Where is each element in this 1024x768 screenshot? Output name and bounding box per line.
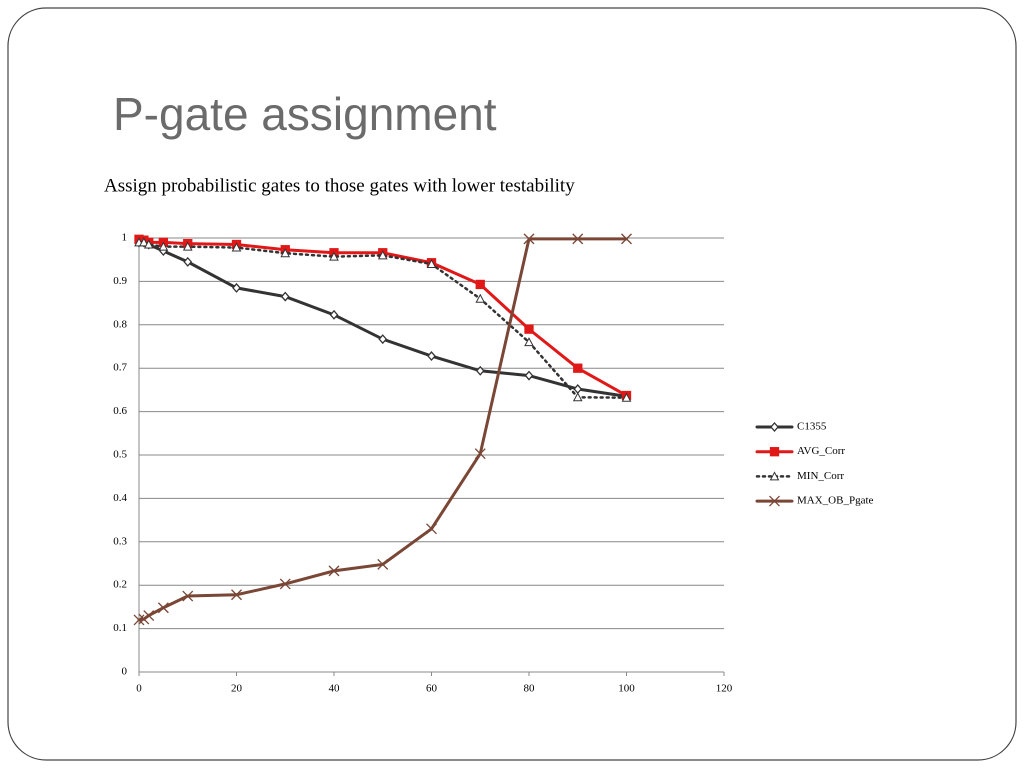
y-tick-label: 0.9: [113, 275, 127, 287]
point: [573, 363, 583, 373]
point: [158, 241, 169, 251]
x-tick-label: 40: [329, 683, 341, 695]
point: [182, 590, 194, 602]
y-tick-label: 0.8: [113, 318, 127, 330]
legend-marker: [769, 495, 780, 507]
point: [143, 239, 154, 249]
point: [474, 448, 486, 460]
legend-label: C1355: [797, 421, 827, 433]
point: [378, 334, 388, 345]
point: [621, 233, 632, 245]
x-tick-label: 20: [231, 683, 243, 695]
series-line: [137, 237, 628, 622]
legend-label: MAX_OB_Pgate: [797, 495, 874, 507]
y-tick-label: 0.4: [113, 492, 127, 504]
point: [427, 351, 436, 362]
x-tick-label: 60: [426, 683, 438, 695]
x-tick-label: 120: [716, 683, 733, 695]
point: [329, 251, 339, 261]
legend-label: MIN_Corr: [797, 470, 844, 482]
point: [524, 324, 534, 334]
y-tick-label: 0.7: [113, 362, 127, 374]
slide-subtitle: Assign probabilistic gates to those gate…: [104, 175, 575, 196]
y-tick-label: 0.1: [113, 622, 127, 634]
point: [280, 248, 291, 258]
point: [138, 613, 150, 625]
y-tick-label: 0.6: [113, 405, 127, 417]
point: [426, 523, 437, 535]
slide-title: P-gate assignment: [113, 88, 497, 140]
legend-label: AVG_Corr: [797, 445, 845, 457]
y-tick-label: 1: [122, 232, 128, 244]
legend-marker: [770, 422, 779, 432]
point: [475, 279, 485, 290]
point: [329, 309, 339, 320]
point: [572, 392, 583, 402]
point: [524, 370, 534, 381]
point: [182, 241, 193, 251]
point: [183, 256, 193, 267]
point: [621, 392, 632, 402]
point: [377, 250, 388, 260]
legend-marker: [769, 447, 780, 457]
point: [157, 602, 169, 614]
point: [328, 565, 340, 577]
point: [475, 365, 485, 376]
point: [232, 282, 241, 293]
slide-frame: [7, 7, 1017, 761]
point: [475, 293, 486, 303]
legend-marker: [769, 471, 780, 481]
point: [572, 233, 584, 245]
point: [524, 337, 534, 347]
point: [523, 233, 535, 245]
point: [280, 291, 290, 302]
point: [231, 589, 242, 601]
x-tick-label: 100: [618, 683, 635, 695]
y-tick-label: 0.3: [113, 535, 127, 547]
y-tick-label: 0.5: [113, 449, 127, 461]
point: [377, 558, 389, 570]
point: [133, 614, 145, 626]
y-tick-label: 0.2: [113, 579, 127, 591]
point: [426, 258, 437, 269]
y-tick-label: 0: [122, 666, 128, 678]
x-tick-label: 80: [524, 683, 536, 695]
x-tick-label: 0: [136, 683, 142, 695]
point: [139, 237, 149, 247]
point: [143, 610, 155, 622]
point: [279, 578, 291, 590]
point: [231, 242, 242, 252]
